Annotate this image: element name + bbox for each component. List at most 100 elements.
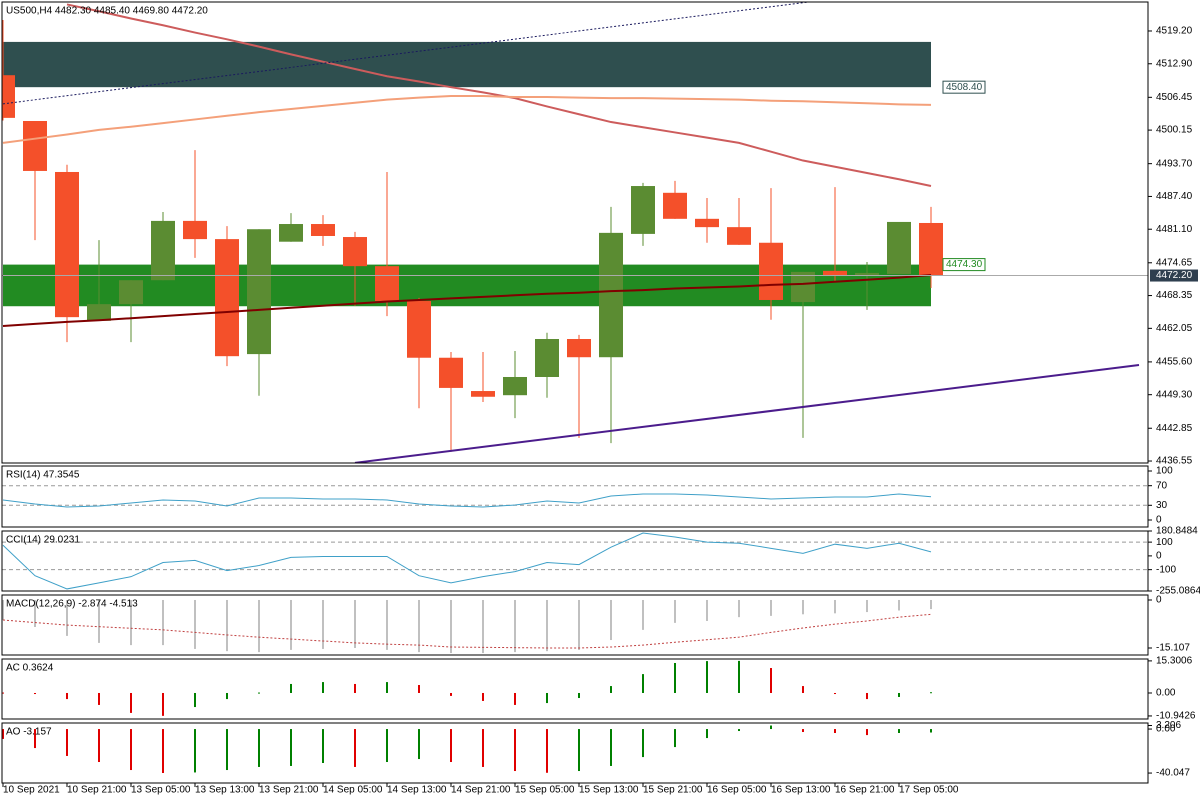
indicator-bar xyxy=(578,729,580,772)
indicator-bar xyxy=(194,729,196,773)
indicator-bar xyxy=(770,599,772,616)
candle-body xyxy=(55,171,79,318)
indicator-bar xyxy=(2,692,4,694)
indicator-bar xyxy=(738,599,740,618)
y-tick-label: 4487.40 xyxy=(1156,191,1193,202)
indicator-bar xyxy=(482,729,484,767)
indicator-bar xyxy=(98,599,100,643)
y-tick-label: 4468.35 xyxy=(1156,290,1193,301)
indicator-bar xyxy=(706,599,708,621)
y-tick-label: 4436.55 xyxy=(1156,456,1193,467)
indicator-bar xyxy=(930,692,932,694)
indicator-bar xyxy=(546,599,548,652)
candle-body xyxy=(247,229,271,355)
y-tick-label: 4512.90 xyxy=(1156,58,1193,69)
y-tick-label: 4493.70 xyxy=(1156,158,1193,169)
y-tick-label: -255.0864 xyxy=(1156,586,1200,597)
x-tick-label: 17 Sep 05:00 xyxy=(899,785,959,796)
indicator-bar xyxy=(418,729,420,760)
indicator-bar xyxy=(290,729,292,766)
indicator-bar xyxy=(674,599,676,623)
candle-body xyxy=(727,227,751,245)
indicator-bar xyxy=(610,686,612,693)
candle-body xyxy=(343,237,367,267)
price-label-box xyxy=(1150,269,1198,282)
candle-body xyxy=(599,232,623,358)
y-tick-label: 4500.15 xyxy=(1156,125,1193,136)
panel-title: CCI(14) 29.0231 xyxy=(6,535,80,546)
x-tick-label: 16 Sep 13:00 xyxy=(771,785,831,796)
y-tick-label: 4481.10 xyxy=(1156,224,1193,235)
indicator-line xyxy=(2,532,932,590)
indicator-bar xyxy=(354,729,356,767)
indicator-bar xyxy=(866,599,868,613)
candle-body xyxy=(503,376,527,396)
candle-body xyxy=(119,280,143,305)
indicator-bar xyxy=(2,599,4,621)
indicator-bar xyxy=(66,599,68,636)
indicator-bar xyxy=(450,692,452,696)
indicator-line xyxy=(2,493,932,508)
y-tick-label: 4455.60 xyxy=(1156,357,1193,368)
candle-body xyxy=(631,186,655,234)
y-tick-label: 0.00 xyxy=(1156,724,1176,735)
x-tick-label: 14 Sep 13:00 xyxy=(387,785,447,796)
indicator-bar xyxy=(386,682,388,693)
x-tick-label: 14 Sep 21:00 xyxy=(451,785,511,796)
panel-border xyxy=(1,594,1149,656)
x-tick-label: 10 Sep 2021 xyxy=(3,785,60,796)
price-label: 4508.40 xyxy=(946,82,983,93)
candle-body xyxy=(23,120,47,171)
y-tick-label: -10.9426 xyxy=(1156,711,1196,722)
candle-body xyxy=(471,391,495,397)
candle-body xyxy=(183,220,207,240)
y-tick-label: 4462.05 xyxy=(1156,323,1193,334)
y-tick-label: 0 xyxy=(1156,595,1162,606)
indicator-bar xyxy=(482,692,484,701)
y-tick-label: 180.8484 xyxy=(1156,526,1198,537)
indicator-bar xyxy=(66,729,68,756)
x-tick-label: 13 Sep 13:00 xyxy=(195,785,255,796)
indicator-bar xyxy=(514,692,516,705)
indicator-bar xyxy=(642,674,644,693)
indicator-bar xyxy=(546,729,548,773)
moving-average xyxy=(66,3,932,188)
candle-body xyxy=(759,242,783,300)
indicator-bar xyxy=(898,599,900,611)
candle-body xyxy=(823,270,847,277)
indicator-bar xyxy=(226,599,228,652)
indicator-bar xyxy=(386,729,388,763)
candle-body xyxy=(791,271,815,303)
y-tick-label: 4519.20 xyxy=(1156,26,1193,37)
indicator-bar xyxy=(834,729,836,733)
indicator-bar xyxy=(258,599,260,653)
candle-body xyxy=(87,304,111,321)
x-tick-label: 15 Sep 05:00 xyxy=(515,785,575,796)
price-label-box xyxy=(942,80,986,94)
trendline xyxy=(354,364,1140,463)
y-tick-label: 70 xyxy=(1156,480,1168,491)
x-tick-label: 15 Sep 13:00 xyxy=(579,785,639,796)
y-tick-label: 3.206 xyxy=(1156,720,1181,731)
candle-body xyxy=(151,220,175,281)
panel xyxy=(2,2,1148,463)
indicator-bar xyxy=(674,662,676,693)
y-tick-label: 4506.45 xyxy=(1156,92,1193,103)
indicator-bar xyxy=(66,692,68,700)
indicator-bar xyxy=(642,599,644,630)
price-label: 4474.30 xyxy=(946,259,983,270)
indicator-bar xyxy=(514,599,516,653)
panel-title: AO -3.157 xyxy=(6,727,52,738)
indicator-bar xyxy=(834,692,836,695)
y-tick-label: 0 xyxy=(1156,515,1162,526)
y-tick-label: 4442.85 xyxy=(1156,423,1193,434)
x-tick-label: 14 Sep 05:00 xyxy=(323,785,383,796)
indicator-bar xyxy=(162,729,164,773)
indicator-bar xyxy=(802,599,804,615)
y-tick-label: -40.047 xyxy=(1156,768,1190,779)
panel xyxy=(2,532,1148,590)
candle-body xyxy=(663,192,687,219)
price-label: 4472.20 xyxy=(1156,270,1193,281)
